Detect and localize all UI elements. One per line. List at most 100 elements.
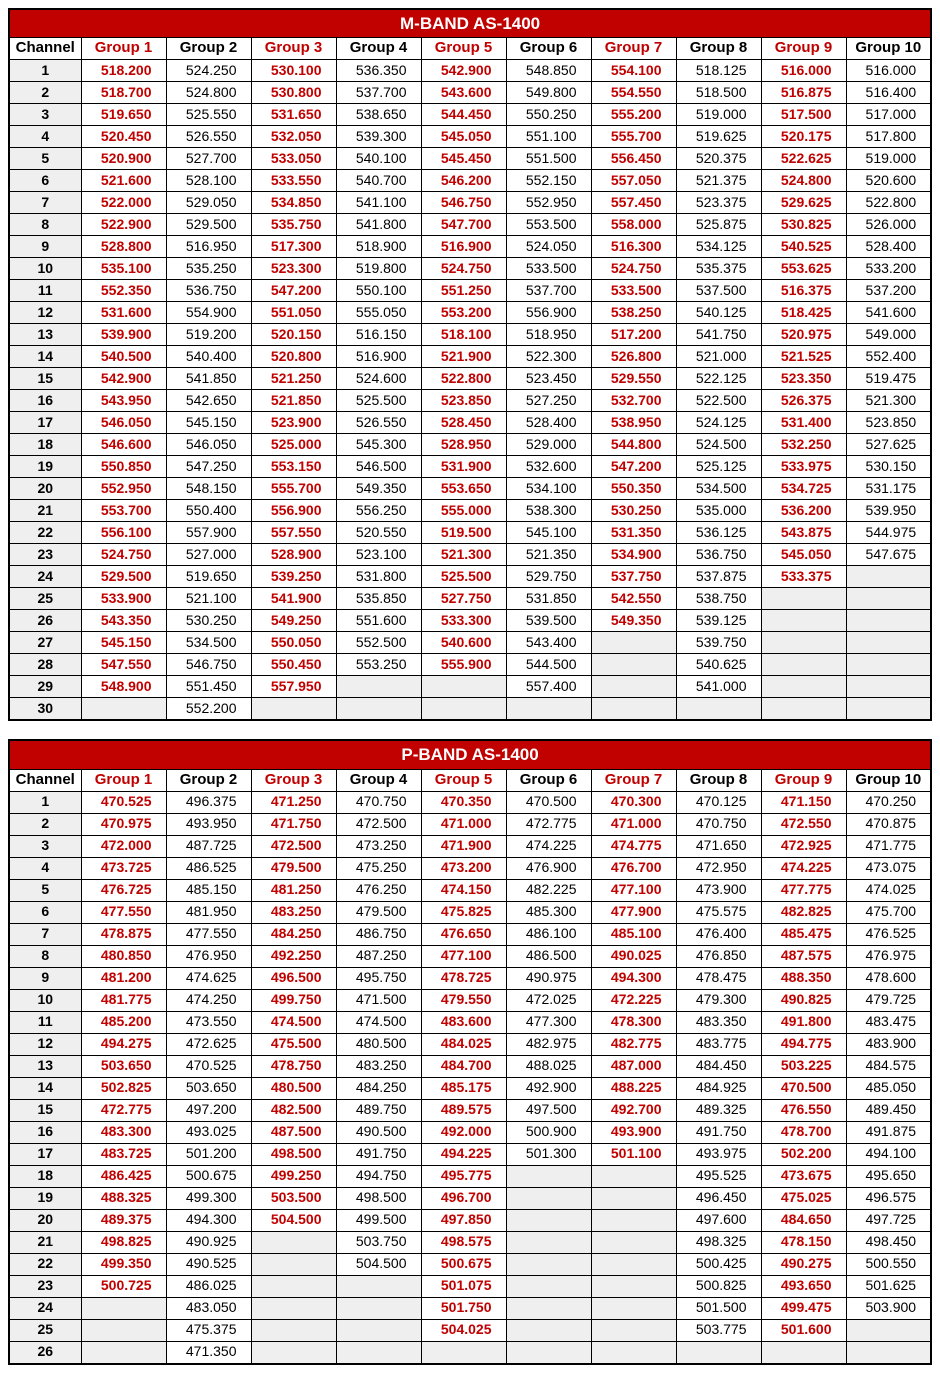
frequency-cell: 517.500 bbox=[761, 104, 846, 126]
frequency-cell: 471.750 bbox=[251, 813, 336, 835]
table-row: 2470.975493.950471.750472.500471.000472.… bbox=[9, 813, 931, 835]
frequency-cell: 474.225 bbox=[761, 857, 846, 879]
frequency-cell: 524.750 bbox=[421, 258, 506, 280]
frequency-cell: 532.250 bbox=[761, 434, 846, 456]
frequency-cell: 535.000 bbox=[676, 500, 761, 522]
frequency-cell: 498.450 bbox=[846, 1231, 931, 1253]
frequency-cell: 525.125 bbox=[676, 456, 761, 478]
frequency-cell: 524.125 bbox=[676, 412, 761, 434]
frequency-cell: 481.200 bbox=[81, 967, 166, 989]
channel-cell: 4 bbox=[9, 857, 81, 879]
frequency-cell: 494.300 bbox=[591, 967, 676, 989]
frequency-cell: 471.150 bbox=[761, 791, 846, 813]
frequency-cell: 527.750 bbox=[421, 588, 506, 610]
frequency-cell: 524.750 bbox=[81, 544, 166, 566]
frequency-cell: 521.375 bbox=[676, 170, 761, 192]
frequency-cell: 523.450 bbox=[506, 368, 591, 390]
table-row: 7522.000529.050534.850541.100546.750552.… bbox=[9, 192, 931, 214]
frequency-cell: 503.775 bbox=[676, 1319, 761, 1341]
frequency-cell: 474.025 bbox=[846, 879, 931, 901]
table-row: 2518.700524.800530.800537.700543.600549.… bbox=[9, 82, 931, 104]
group-header: Group 1 bbox=[81, 38, 166, 60]
frequency-cell: 471.250 bbox=[251, 791, 336, 813]
frequency-cell: 475.250 bbox=[336, 857, 421, 879]
frequency-cell: 486.425 bbox=[81, 1165, 166, 1187]
frequency-cell bbox=[591, 1341, 676, 1364]
channel-cell: 26 bbox=[9, 1341, 81, 1364]
frequency-cell: 525.875 bbox=[676, 214, 761, 236]
frequency-cell: 518.950 bbox=[506, 324, 591, 346]
frequency-cell: 546.050 bbox=[166, 434, 251, 456]
frequency-cell bbox=[591, 698, 676, 721]
frequency-cell: 488.225 bbox=[591, 1077, 676, 1099]
frequency-cell: 490.975 bbox=[506, 967, 591, 989]
frequency-cell: 494.275 bbox=[81, 1033, 166, 1055]
frequency-cell: 476.400 bbox=[676, 923, 761, 945]
frequency-cell: 543.875 bbox=[761, 522, 846, 544]
frequency-cell bbox=[846, 632, 931, 654]
frequency-cell: 482.225 bbox=[506, 879, 591, 901]
frequency-cell: 494.775 bbox=[761, 1033, 846, 1055]
frequency-cell: 539.250 bbox=[251, 566, 336, 588]
frequency-cell: 483.050 bbox=[166, 1297, 251, 1319]
frequency-cell: 523.350 bbox=[761, 368, 846, 390]
table-row: 26543.350530.250549.250551.600533.300539… bbox=[9, 610, 931, 632]
frequency-cell: 490.025 bbox=[591, 945, 676, 967]
frequency-cell: 541.600 bbox=[846, 302, 931, 324]
frequency-cell: 485.200 bbox=[81, 1011, 166, 1033]
frequency-cell: 484.925 bbox=[676, 1077, 761, 1099]
channel-header: Channel bbox=[9, 769, 81, 791]
frequency-cell: 493.950 bbox=[166, 813, 251, 835]
frequency-cell: 521.100 bbox=[166, 588, 251, 610]
frequency-cell: 474.250 bbox=[166, 989, 251, 1011]
frequency-cell: 529.000 bbox=[506, 434, 591, 456]
frequency-cell: 486.750 bbox=[336, 923, 421, 945]
frequency-cell: 471.775 bbox=[846, 835, 931, 857]
frequency-cell: 534.725 bbox=[761, 478, 846, 500]
frequency-cell bbox=[336, 1275, 421, 1297]
frequency-cell: 483.900 bbox=[846, 1033, 931, 1055]
frequency-cell bbox=[761, 654, 846, 676]
channel-cell: 22 bbox=[9, 522, 81, 544]
frequency-cell: 470.500 bbox=[506, 791, 591, 813]
frequency-cell: 553.150 bbox=[251, 456, 336, 478]
frequency-cell: 493.025 bbox=[166, 1121, 251, 1143]
frequency-cell: 518.200 bbox=[81, 60, 166, 82]
frequency-cell: 494.100 bbox=[846, 1143, 931, 1165]
frequency-cell: 539.750 bbox=[676, 632, 761, 654]
group-header: Group 8 bbox=[676, 769, 761, 791]
frequency-cell: 542.550 bbox=[591, 588, 676, 610]
frequency-cell: 476.650 bbox=[421, 923, 506, 945]
frequency-cell: 538.950 bbox=[591, 412, 676, 434]
channel-cell: 16 bbox=[9, 390, 81, 412]
frequency-cell: 476.250 bbox=[336, 879, 421, 901]
frequency-cell: 484.025 bbox=[421, 1033, 506, 1055]
frequency-cell: 486.525 bbox=[166, 857, 251, 879]
frequency-cell: 545.050 bbox=[421, 126, 506, 148]
frequency-cell: 519.650 bbox=[166, 566, 251, 588]
frequency-cell: 530.800 bbox=[251, 82, 336, 104]
frequency-cell bbox=[846, 566, 931, 588]
frequency-cell: 493.900 bbox=[591, 1121, 676, 1143]
frequency-cell: 497.500 bbox=[506, 1099, 591, 1121]
frequency-cell: 529.625 bbox=[761, 192, 846, 214]
frequency-cell: 497.600 bbox=[676, 1209, 761, 1231]
frequency-cell: 556.900 bbox=[251, 500, 336, 522]
frequency-cell: 500.725 bbox=[81, 1275, 166, 1297]
frequency-cell: 494.225 bbox=[421, 1143, 506, 1165]
frequency-cell: 539.500 bbox=[506, 610, 591, 632]
frequency-cell: 522.000 bbox=[81, 192, 166, 214]
frequency-cell: 474.225 bbox=[506, 835, 591, 857]
frequency-cell: 534.100 bbox=[506, 478, 591, 500]
frequency-cell: 541.800 bbox=[336, 214, 421, 236]
channel-cell: 5 bbox=[9, 148, 81, 170]
frequency-cell: 496.450 bbox=[676, 1187, 761, 1209]
frequency-cell: 493.975 bbox=[676, 1143, 761, 1165]
frequency-cell: 525.500 bbox=[421, 566, 506, 588]
table-row: 22499.350490.525504.500500.675500.425490… bbox=[9, 1253, 931, 1275]
group-header: Group 2 bbox=[166, 38, 251, 60]
frequency-cell: 557.050 bbox=[591, 170, 676, 192]
frequency-cell: 479.500 bbox=[336, 901, 421, 923]
frequency-cell: 484.250 bbox=[251, 923, 336, 945]
frequency-cell: 552.500 bbox=[336, 632, 421, 654]
